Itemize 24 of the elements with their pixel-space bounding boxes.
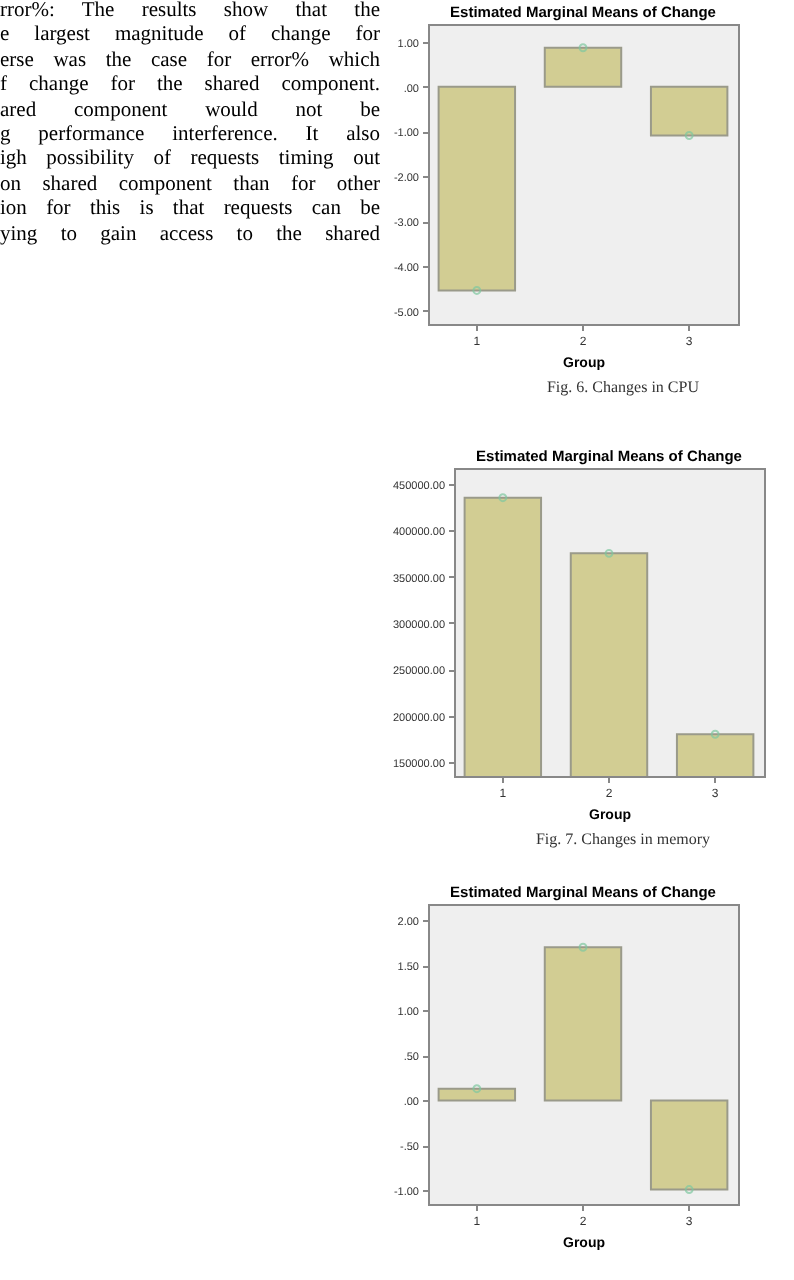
text: ion for this is that requests can be: [0, 198, 380, 224]
point: [472, 285, 482, 295]
point: [578, 942, 588, 952]
text: igh possibility of requests timing out: [0, 148, 380, 174]
text: ared component would not be: [0, 99, 380, 125]
point: [710, 729, 720, 739]
caption: Fig. 7. Changes in memory: [533, 830, 713, 848]
bar: [649, 1099, 729, 1191]
text: rror%: The results show that the: [0, 0, 380, 25]
text: on shared component than for other: [0, 173, 380, 199]
bar: [437, 1087, 517, 1102]
text: g performance interference. It also: [0, 124, 380, 149]
text: erse was the case for error% which: [0, 49, 380, 75]
text: f change for the shared component.: [0, 74, 380, 100]
point: [604, 548, 614, 558]
text: e largest magnitude of change for: [0, 24, 380, 50]
point: [472, 1084, 482, 1094]
point: [498, 493, 508, 503]
point: [684, 1185, 694, 1195]
bar: [543, 946, 623, 1102]
caption: Fig. 6. Changes in CPU: [544, 378, 701, 396]
text: ying to gain access to the shared: [0, 223, 380, 249]
point: [684, 131, 694, 140]
point: [578, 43, 588, 53]
